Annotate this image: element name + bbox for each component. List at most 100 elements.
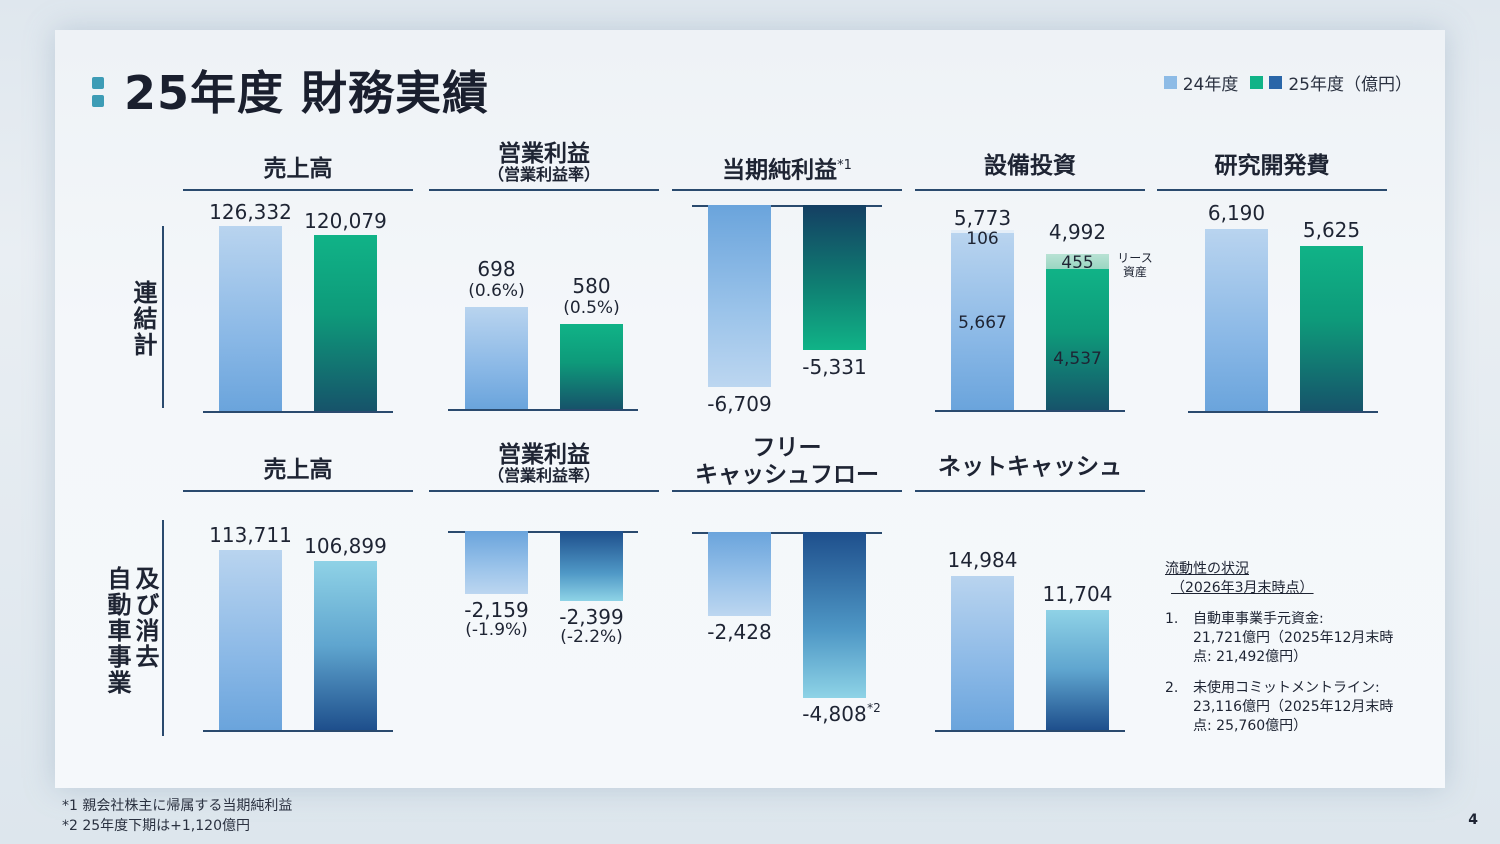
value-label: 14,984 xyxy=(947,548,1018,572)
chart-baseline xyxy=(203,411,393,413)
value-label: 126,332 xyxy=(209,200,292,224)
bar-capex-lease-0 xyxy=(951,230,1014,234)
col-underline xyxy=(672,189,902,191)
col-title-op-income-main: 営業利益 xyxy=(498,141,590,167)
bar-consolidated-op-1 xyxy=(560,324,623,409)
chart-baseline xyxy=(1188,411,1378,413)
legend-fy24-swatch xyxy=(1163,76,1177,89)
col-title-net-income: 当期純利益*1 xyxy=(672,154,902,183)
value-label: 698 xyxy=(477,257,516,281)
value-label: 120,079 xyxy=(304,209,387,234)
bar-rnd-0 xyxy=(1205,229,1268,411)
bar-consolidated-sales-1 xyxy=(314,235,377,411)
col-title-net-cash: ネットキャッシュ xyxy=(938,454,1122,480)
col-underline xyxy=(429,490,659,492)
value-label: -4,808 xyxy=(802,702,867,727)
col-title-op-income-auto: 営業利益 （営業利益率） xyxy=(429,443,659,485)
liquidity-item-number: 1. xyxy=(1165,611,1179,627)
footnote-1: *1 親会社株主に帰属する当期純利益 xyxy=(62,798,293,814)
col-title-net-income-main: 当期純利益 xyxy=(722,157,838,184)
legend-fy25-green-swatch xyxy=(1250,76,1264,89)
col-underline xyxy=(1157,189,1387,191)
liquidity-subheading: （2026年3月末時点） xyxy=(1171,580,1314,596)
col-title-sales-auto: 売上高 xyxy=(263,457,333,483)
col-title-op-income-sub: （営業利益率） xyxy=(487,165,600,184)
col-title-sales: 売上高 xyxy=(263,156,333,182)
bar-consolidated-sales-0 xyxy=(219,226,282,411)
col-underline xyxy=(915,189,1145,191)
chart-baseline xyxy=(935,410,1125,412)
value-label: 11,704 xyxy=(1042,581,1113,606)
bar-net-cash-1 xyxy=(1046,609,1109,730)
value-label: -2,399 xyxy=(559,605,624,629)
capex-lease-label: 106 xyxy=(966,229,999,249)
capex-base-label: 4,537 xyxy=(1053,348,1102,369)
col-title-op-income-auto-sub: （営業利益率） xyxy=(487,466,600,485)
row-label-consolidated: 連結計 xyxy=(129,280,157,358)
value-label: -2,159 xyxy=(464,598,529,622)
bar-auto-op-1 xyxy=(560,531,623,601)
bar-net-cash-0 xyxy=(951,576,1014,730)
margin-label: (-2.2%) xyxy=(560,627,623,647)
row-divider-auto xyxy=(162,520,164,736)
lease-asset-label: リース xyxy=(1117,251,1153,265)
legend: 24年度 25年度（億円） xyxy=(1163,70,1412,95)
liquidity-heading: 流動性の状況 xyxy=(1165,561,1249,577)
col-title-fcf-line1: フリー xyxy=(752,435,822,461)
capex-lease-label: 455 xyxy=(1061,253,1094,274)
page-title: 25年度 財務実績 xyxy=(124,66,490,120)
liquidity-item-line: 未使用コミットメントライン: xyxy=(1193,680,1380,696)
bar-capex-lease-1 xyxy=(1046,254,1109,269)
page-number: 4 xyxy=(1468,812,1478,828)
bar-capex-base-0 xyxy=(951,233,1014,410)
row-label-auto-line1: 自動車事業 xyxy=(103,566,131,696)
legend-fy25-label: 25年度（億円） xyxy=(1288,75,1412,95)
bar-capex-base-1 xyxy=(1046,268,1109,410)
value-label: 113,711 xyxy=(209,523,292,547)
chart-baseline xyxy=(935,730,1125,732)
col-title-fcf: フリー キャッシュフロー xyxy=(672,435,902,489)
bar-rnd-1 xyxy=(1300,245,1363,411)
chart-baseline xyxy=(203,730,393,732)
value-label: 5,773 xyxy=(953,206,1012,230)
chart-baseline xyxy=(692,205,882,207)
chart-baseline xyxy=(692,532,882,534)
bar-fcf-1 xyxy=(803,532,866,699)
fcf-note-marker: *2 xyxy=(867,701,881,715)
liquidity-item-text: 未使用コミットメントライン: 23,116億円（2025年12月末時 点: 25… xyxy=(1193,679,1393,736)
legend-fy24-label: 24年度 xyxy=(1182,75,1239,95)
margin-label: (-1.9%) xyxy=(465,620,528,640)
value-label: 106,899 xyxy=(304,533,387,558)
liquidity-item-line: 点: 21,492億円） xyxy=(1193,649,1308,665)
value-label: 4,992 xyxy=(1048,220,1107,245)
chart-baseline xyxy=(448,409,638,411)
liquidity-item: 1. 自動車事業手元資金: 21,721億円（2025年12月末時 点: 21,… xyxy=(1165,610,1425,667)
row-divider-consolidated xyxy=(162,226,164,408)
col-title-fcf-line2: キャッシュフロー xyxy=(695,462,879,488)
liquidity-item-line: 23,116億円（2025年12月末時 xyxy=(1193,699,1394,715)
liquidity-item-line: 21,721億円（2025年12月末時 xyxy=(1193,630,1394,646)
liquidity-item: 2. 未使用コミットメントライン: 23,116億円（2025年12月末時 点:… xyxy=(1165,679,1425,736)
col-title-op-income: 営業利益 （営業利益率） xyxy=(429,142,659,184)
liquidity-item-line: 点: 25,760億円） xyxy=(1193,718,1308,734)
legend-fy25-blue-swatch xyxy=(1269,76,1283,89)
bar-auto-sales-1 xyxy=(314,560,377,730)
liquidity-box: 流動性の状況 （2026年3月末時点） 1. 自動車事業手元資金: 21,721… xyxy=(1165,560,1425,736)
value-label: 5,625 xyxy=(1302,217,1361,242)
bar-consolidated-net-0 xyxy=(708,205,771,387)
value-label: 580 xyxy=(572,274,611,299)
value-label: -2,428 xyxy=(707,620,772,644)
col-underline xyxy=(672,490,902,492)
row-label-auto-line2: 及び消去 xyxy=(131,566,159,670)
col-underline xyxy=(183,189,413,191)
value-label: -5,331 xyxy=(802,354,867,379)
col-title-capex: 設備投資 xyxy=(984,153,1076,179)
bar-auto-sales-0 xyxy=(219,550,282,730)
col-title-rnd: 研究開発費 xyxy=(1214,153,1330,179)
bar-consolidated-net-1 xyxy=(803,205,866,350)
title-bullet-icon xyxy=(92,71,106,109)
footnote-2: *2 25年度下期は+1,120億円 xyxy=(62,818,250,834)
capex-base-label: 5,667 xyxy=(958,313,1007,334)
page-title-wrap: 25年度 財務実績 xyxy=(92,62,489,120)
col-underline xyxy=(915,490,1145,492)
